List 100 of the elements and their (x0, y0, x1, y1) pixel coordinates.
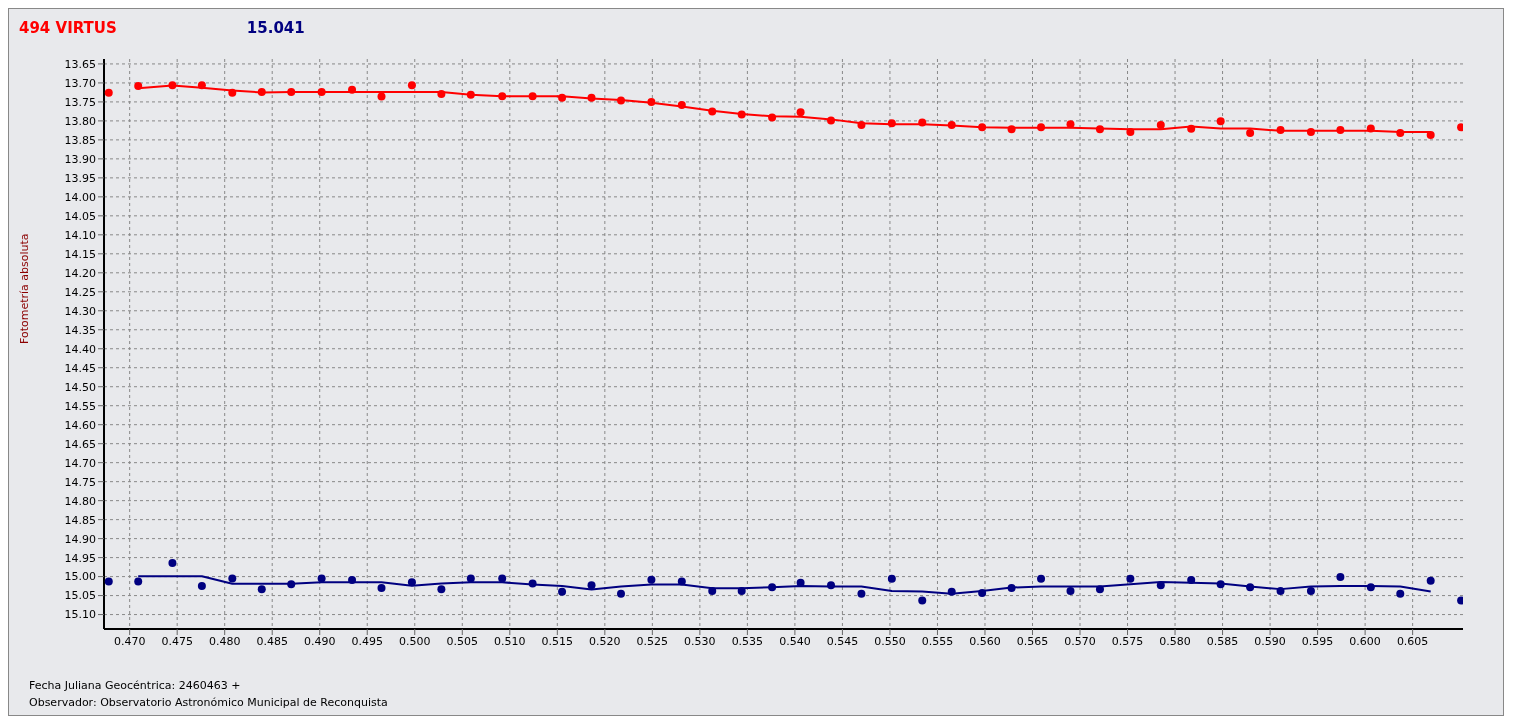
y-tick-label: 14.30 (64, 304, 96, 318)
y-tick-label: 14.45 (64, 361, 96, 375)
y-tick-label: 13.80 (64, 114, 96, 128)
point (587, 581, 596, 590)
point (647, 97, 656, 106)
y-tick-label: 14.95 (64, 551, 96, 565)
point (1306, 587, 1315, 596)
point (437, 89, 446, 98)
point (978, 588, 987, 597)
point (947, 121, 956, 130)
point (768, 113, 777, 122)
point (287, 580, 296, 589)
point (1187, 124, 1196, 133)
point (1366, 583, 1375, 592)
y-tick-label: 14.60 (64, 418, 96, 432)
y-tick-label: 14.00 (64, 190, 96, 204)
point (796, 108, 805, 117)
y-tick-label: 13.70 (64, 76, 96, 90)
point (1156, 121, 1165, 130)
x-tick-label: 0.545 (826, 634, 859, 648)
point (796, 578, 805, 587)
point (1187, 576, 1196, 585)
text: Fecha Juliana Geocéntrica: 2460463 + (29, 678, 242, 694)
x-tick-label: 0.470 (113, 634, 146, 648)
point (104, 88, 113, 97)
text: 15.041 (246, 19, 305, 37)
y-tick-label: 14.20 (64, 266, 96, 280)
point (857, 121, 866, 130)
x-tick-label: 0.510 (494, 634, 526, 648)
y-tick-label: 14.70 (64, 456, 96, 470)
y-tick-label: 14.40 (64, 342, 96, 356)
point (1126, 127, 1135, 136)
point (1037, 123, 1046, 132)
point (647, 575, 656, 584)
point (498, 92, 507, 101)
point (1216, 117, 1225, 126)
x-tick-label: 0.480 (208, 634, 241, 648)
y-tick-label: 13.85 (64, 133, 96, 147)
x-tick-label: 0.560 (969, 634, 1001, 648)
y-tick-label: 14.25 (64, 285, 96, 299)
text: Observador: Observatorio Astronómico Municipal de Reconquista (29, 695, 388, 711)
point (348, 85, 357, 94)
x-tick-label: 0.475 (161, 634, 193, 648)
x-tick-label: 0.580 (1159, 634, 1191, 648)
point (407, 81, 416, 90)
x-tick-label: 0.535 (731, 634, 764, 648)
y-tick-label: 13.95 (64, 171, 96, 185)
x-tick-label: 0.605 (1396, 634, 1429, 648)
point (1276, 126, 1285, 135)
x-tick-label: 0.495 (351, 634, 383, 648)
point (437, 585, 446, 594)
y-tick-label: 14.75 (64, 475, 96, 489)
x-tick-label: 0.525 (636, 634, 669, 648)
point (1276, 587, 1285, 596)
point (1426, 130, 1435, 139)
point (348, 576, 357, 585)
point (528, 92, 537, 101)
y-tick-label: 15.10 (64, 608, 96, 622)
point (1396, 589, 1405, 598)
point (1366, 124, 1375, 133)
point (737, 587, 746, 596)
point (827, 116, 836, 125)
point (257, 88, 266, 97)
x-tick-label: 0.485 (256, 634, 288, 648)
y-tick-label: 14.50 (64, 380, 96, 394)
point (134, 577, 143, 586)
point (708, 107, 717, 116)
y-tick-label: 14.35 (64, 323, 96, 337)
point (197, 582, 206, 591)
point (134, 81, 143, 90)
point (498, 574, 507, 583)
x-tick-label: 0.550 (874, 634, 906, 648)
y-tick-label: 13.90 (64, 152, 96, 166)
point (887, 574, 896, 583)
point (377, 92, 386, 101)
y-tick-label: 14.15 (64, 247, 96, 261)
x-tick-label: 0.500 (399, 634, 431, 648)
point (1396, 129, 1405, 138)
point (587, 93, 596, 102)
x-tick-label: 0.520 (589, 634, 621, 648)
point (1306, 127, 1315, 136)
point (1336, 126, 1345, 135)
point (616, 96, 625, 105)
point (887, 119, 896, 128)
y-tick-label: 14.05 (64, 209, 96, 223)
point (978, 123, 987, 132)
point (1007, 125, 1016, 134)
x-tick-label: 0.600 (1349, 634, 1381, 648)
point (377, 583, 386, 592)
point (616, 589, 625, 598)
y-tick-label: 15.00 (64, 570, 96, 584)
x-tick-label: 0.515 (541, 634, 574, 648)
point (1095, 585, 1104, 594)
point (257, 585, 266, 594)
point (558, 587, 567, 596)
x-tick-label: 0.570 (1064, 634, 1096, 648)
x-tick-label: 0.555 (921, 634, 954, 648)
point (228, 88, 237, 97)
point (1095, 125, 1104, 134)
point (1007, 583, 1016, 592)
